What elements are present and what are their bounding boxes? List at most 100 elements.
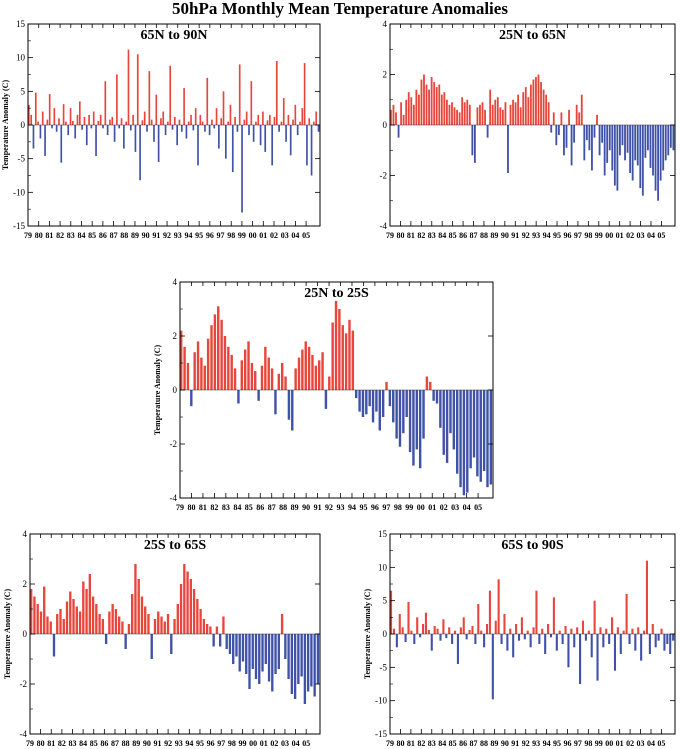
x-tick-label: 97: [574, 231, 582, 240]
bar: [517, 94, 520, 125]
bar: [192, 589, 196, 634]
bar: [456, 109, 458, 125]
bar: [233, 368, 237, 390]
bar: [402, 114, 405, 125]
x-tick-label: 99: [238, 231, 246, 240]
bar: [30, 589, 33, 634]
bar: [134, 564, 137, 634]
bar: [576, 627, 579, 634]
bar: [410, 630, 413, 634]
bar: [218, 125, 220, 149]
x-tick-label: 02: [270, 739, 278, 748]
bar: [213, 314, 217, 390]
bar: [631, 628, 634, 634]
x-tick-label: 01: [616, 739, 624, 748]
x-tick-label: 81: [47, 739, 55, 748]
bar: [497, 579, 500, 634]
bar: [241, 634, 245, 662]
bar: [584, 634, 587, 641]
y-tick-label: -4: [170, 493, 178, 503]
bar: [416, 617, 419, 634]
x-tick-label: 92: [164, 739, 172, 748]
x-tick-label: 94: [185, 739, 193, 748]
bar: [248, 125, 250, 136]
bar: [259, 125, 262, 146]
bar: [255, 121, 257, 125]
bar: [39, 125, 42, 139]
bar: [401, 627, 404, 634]
bar: [568, 109, 570, 125]
bar: [351, 330, 355, 390]
bar: [407, 602, 410, 634]
y-tick-label: 15: [16, 19, 26, 29]
bar: [124, 634, 127, 649]
bar: [390, 109, 392, 125]
x-tick-label: 84: [438, 231, 446, 240]
bar: [274, 634, 277, 674]
bar: [476, 107, 479, 125]
bar: [321, 352, 324, 390]
bars-group: [390, 74, 675, 201]
bar: [52, 634, 56, 657]
bar: [654, 125, 657, 191]
bar: [271, 125, 273, 166]
chart-title: 65N to 90N: [141, 28, 208, 43]
bar: [567, 634, 570, 668]
bar: [314, 365, 318, 390]
bar: [458, 112, 461, 126]
y-axis-label: Temperature Anomaly (C): [363, 589, 372, 680]
bar: [613, 125, 616, 186]
bar: [269, 114, 271, 125]
bar: [425, 84, 428, 125]
bar: [99, 114, 102, 125]
bar: [465, 634, 468, 640]
bar: [509, 628, 512, 634]
bar: [41, 111, 44, 125]
y-tick-label: -10: [13, 187, 25, 197]
x-tick-label: 93: [174, 231, 182, 240]
bar: [307, 346, 311, 390]
bar: [141, 120, 144, 125]
y-tick-label: -10: [375, 696, 387, 706]
bar: [541, 628, 544, 634]
bar: [558, 630, 561, 634]
bar: [402, 390, 405, 434]
x-tick-label: 89: [490, 231, 498, 240]
bar: [552, 112, 555, 126]
bar: [264, 125, 267, 152]
y-tick-label: 2: [173, 331, 178, 341]
bar: [547, 624, 550, 634]
bar: [545, 94, 548, 125]
bar: [637, 627, 640, 634]
bar: [663, 634, 666, 651]
bar: [266, 120, 269, 125]
bar: [205, 624, 209, 634]
x-tick-label: 01: [616, 231, 624, 240]
bar: [69, 108, 72, 125]
x-tick-label: 02: [440, 503, 448, 512]
bar: [56, 614, 59, 634]
bar: [456, 634, 459, 664]
y-tick-label: 2: [23, 579, 28, 589]
bar: [410, 97, 413, 125]
bar: [666, 634, 669, 644]
x-tick-label: 82: [56, 231, 64, 240]
bar: [108, 611, 111, 634]
bar: [252, 125, 255, 142]
x-tick-label: 79: [176, 503, 184, 512]
bar: [451, 102, 453, 125]
bar: [484, 109, 486, 125]
bar: [243, 119, 246, 125]
bar: [640, 634, 643, 661]
bar: [206, 338, 210, 390]
bar: [260, 365, 264, 390]
bar: [228, 634, 232, 654]
bar: [289, 125, 292, 156]
y-tick-label: 0: [21, 120, 26, 130]
bar: [381, 390, 385, 417]
x-tick-label: 84: [233, 503, 241, 512]
bar: [313, 634, 316, 697]
bar: [438, 84, 441, 125]
bar: [78, 611, 82, 634]
